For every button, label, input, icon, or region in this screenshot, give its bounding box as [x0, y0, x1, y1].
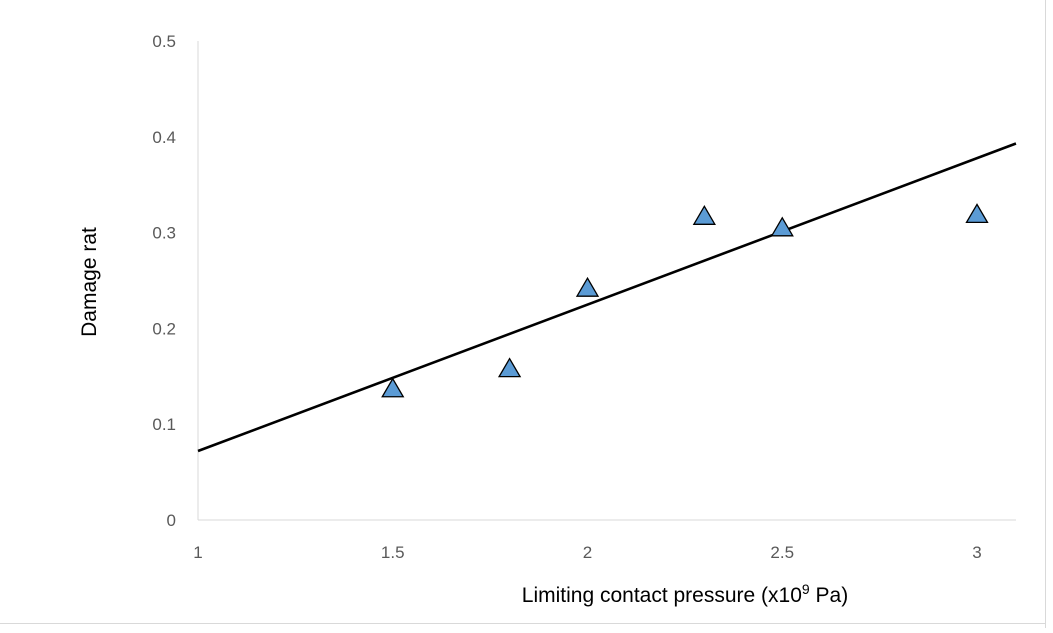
y-axis-ticks: 0 0.1 0.2 0.3 0.4 0.5: [152, 32, 176, 530]
chart-frame-right-border: [1045, 0, 1046, 628]
y-tick-label: 0.2: [152, 319, 176, 338]
y-tick-label: 0.1: [152, 415, 176, 434]
data-point-triangle: [770, 216, 794, 237]
axes: [197, 41, 1016, 521]
data-point-triangle: [497, 357, 522, 378]
y-tick-label: 0: [167, 511, 176, 530]
x-tick-label: 1.5: [381, 543, 405, 562]
x-tick-label: 2: [583, 543, 592, 562]
linear-trendline: [197, 142, 1017, 453]
x-axis-ticks: 1 1.5 2 2.5 3: [193, 543, 981, 562]
data-point-triangle: [965, 203, 989, 224]
data-point-triangle: [692, 205, 716, 225]
x-tick-label: 2.5: [770, 543, 794, 562]
marker-layer: [381, 203, 989, 398]
trendline-layer: [197, 142, 1017, 453]
x-axis-title-suffix: Pa): [810, 584, 849, 607]
y-tick-label: 0.4: [152, 128, 176, 147]
y-axis-title: Damage rat: [78, 227, 101, 337]
y-tick-label: 0.5: [152, 32, 176, 51]
x-axis-title: Limiting contact pressure (x109 Pa): [522, 581, 848, 607]
x-tick-label: 1: [193, 543, 202, 562]
data-point-triangle: [381, 377, 405, 398]
x-axis-title-superscript: 9: [802, 581, 810, 597]
chart-frame-bottom-border: [0, 623, 1046, 624]
x-axis-title-prefix: Limiting contact pressure (x10: [522, 584, 802, 607]
y-tick-label: 0.3: [152, 224, 176, 243]
data-point-triangle: [575, 276, 600, 297]
x-tick-label: 3: [972, 543, 981, 562]
